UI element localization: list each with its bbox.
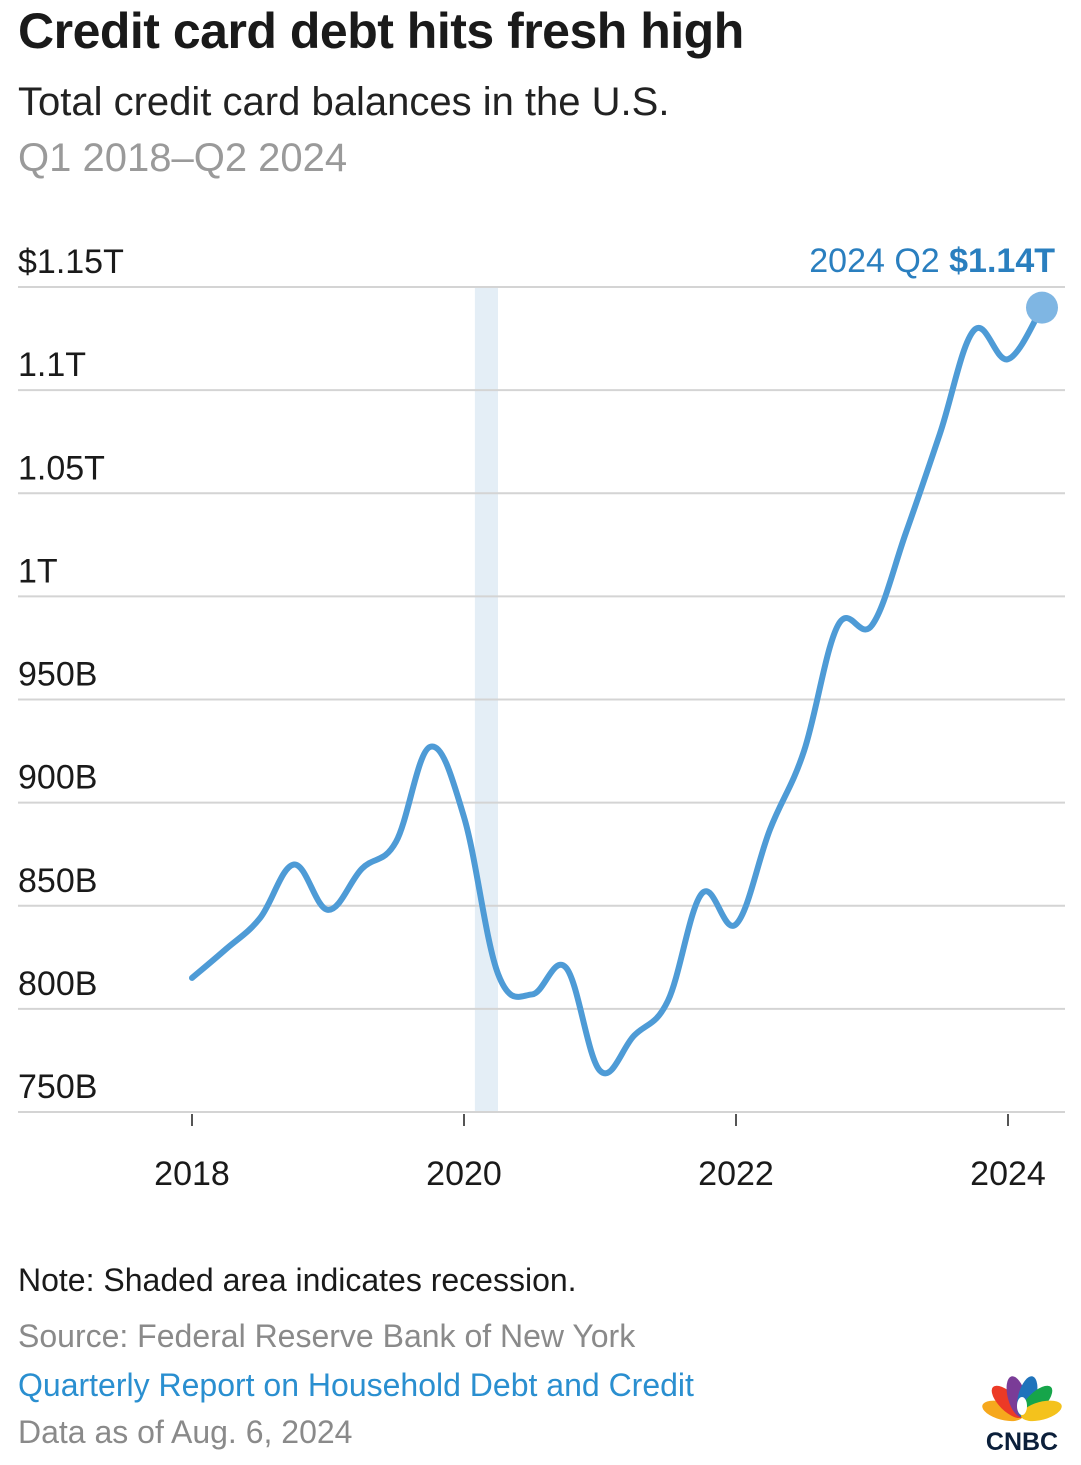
date-range: Q1 2018–Q2 2024 [18,136,348,180]
recession-note: Note: Shaded area indicates recession. [18,1262,577,1298]
chart-title: Credit card debt hits fresh high [18,3,744,59]
data-point [699,890,705,896]
data-point [529,991,535,997]
data-point [427,744,433,750]
x-tick-label: 2024 [970,1155,1046,1193]
data-point [631,1033,637,1039]
data-point [801,748,807,754]
data-point [597,1068,603,1074]
data-point [495,971,501,977]
source-line: Source: Federal Reserve Bank of New York [18,1318,636,1354]
data-point [767,826,773,832]
y-tick-label: 900B [18,759,97,797]
y-tick-label: 950B [18,656,97,694]
cnbc-wordmark: CNBC [986,1428,1058,1454]
y-tick-label: 750B [18,1068,97,1106]
data-point [869,622,875,628]
series-line [189,304,1045,1077]
y-tick-label: 850B [18,862,97,900]
data-point [937,430,943,436]
x-tick-label: 2018 [154,1155,230,1193]
data-point [257,915,263,921]
line-chart: $1.15T 1.1T 1.05T 1T 950B 900B 850B 800B 750B 20… [18,242,1065,1193]
y-tick-label: $1.15T [18,243,124,281]
cnbc-logo: CNBC [982,1376,1062,1454]
y-tick-label: 800B [18,965,97,1003]
data-point [393,839,399,845]
y-tick-label: 1.05T [18,449,105,487]
data-point [835,622,841,628]
data-point [223,946,229,952]
annotation-value: $1.14T [949,242,1055,280]
data-point [971,327,977,333]
x-tick-label: 2022 [698,1155,774,1193]
y-tick-label: 1.1T [18,346,86,384]
annotation-prefix: 2024 Q2 [809,242,949,280]
endpoint-marker [1026,291,1058,324]
cnbc-peacock-icon [982,1376,1062,1422]
data-point [665,998,671,1004]
data-point [189,975,195,981]
data-point [1005,356,1011,362]
data-point [291,862,297,868]
x-tick-label: 2020 [426,1155,502,1193]
report-link[interactable]: Quarterly Report on Household Debt and C… [18,1367,694,1403]
data-point [733,921,739,927]
chart-subtitle: Total credit card balances in the U.S. [18,80,670,124]
data-point [359,866,365,872]
data-point [325,907,331,913]
data-as-of: Data as of Aug. 6, 2024 [18,1414,353,1450]
data-point [461,814,467,820]
data-point [903,529,909,535]
endpoint-annotation: 2024 Q2 $1.14T [809,242,1055,280]
data-point [563,965,569,971]
y-tick-label: 1T [18,552,58,590]
